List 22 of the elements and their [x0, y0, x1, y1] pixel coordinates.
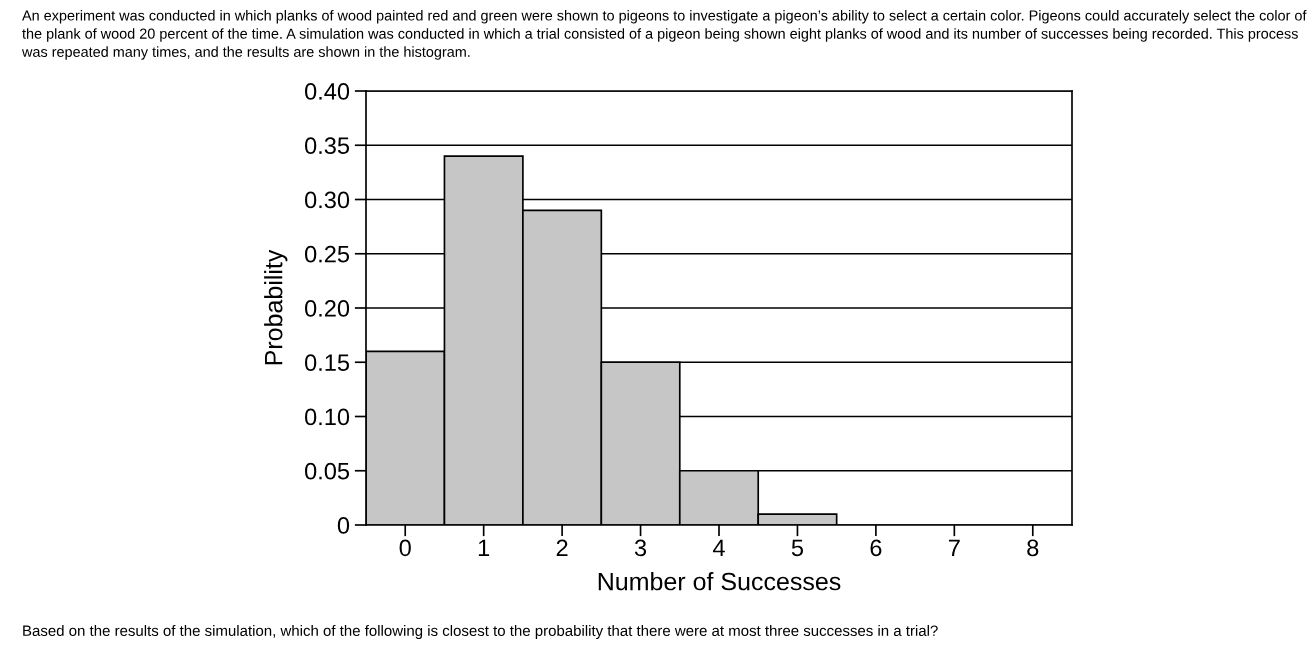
y-tick-label: 0.30	[305, 191, 350, 209]
x-tick-label: 5	[791, 539, 804, 557]
y-tick-label: 0.20	[305, 300, 350, 317]
y-tick-label: 0.10	[305, 408, 350, 426]
x-tick-label: 3	[634, 539, 647, 557]
x-tick-label: 0	[399, 539, 411, 557]
text: Based on the results of the simulation, which of the following is closest to the probability that there were at most three successes in a trial?	[23, 625, 938, 639]
chart-title: An experiment was conducted in which planks of wood painted red and green were shown to pigeons to investigate a pigeon’s ability to select a certain color. Pigeons could accurately select the color of the plank of wood 20 percent of the time. A simulation was conducted in which a trial consisted of a pigeon being shown eight planks of wood and its number of successes being recorded. This process was repeated many times, and the results are shown in the histogram.	[21, 10, 1307, 60]
y-tick-label: 0	[337, 517, 350, 534]
y-tick-label: 0.35	[305, 137, 350, 155]
y-tick-label: 0.40	[305, 83, 350, 100]
y-tick-label: 0.05	[305, 462, 350, 480]
x-tick-label: 1	[478, 539, 490, 556]
y-axis-title: Probability	[264, 249, 288, 365]
x-axis-title: Number of Successes	[598, 572, 841, 591]
y-tick-label: 0.15	[305, 354, 350, 372]
x-tick-label: 8	[1027, 539, 1039, 557]
x-tick-label: 6	[870, 539, 882, 557]
x-tick-label: 4	[712, 539, 725, 556]
x-tick-label: 7	[948, 539, 960, 556]
x-tick-label: 2	[556, 539, 568, 556]
y-tick-label: 0.25	[305, 245, 350, 263]
